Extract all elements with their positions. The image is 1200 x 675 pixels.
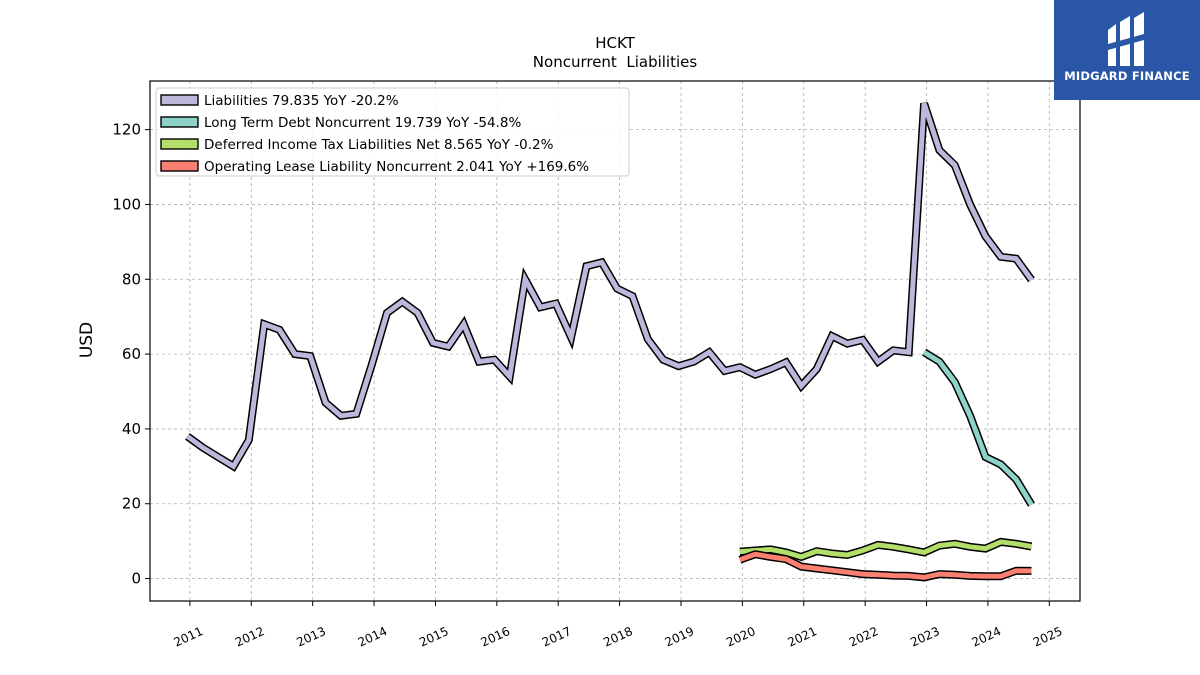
legend-label-2: Deferred Income Tax Liabilities Net 8.56…	[204, 137, 554, 153]
y-tick-label: 80	[122, 270, 141, 288]
legend-label-3: Operating Lease Liability Noncurrent 2.0…	[204, 159, 589, 175]
x-tick-label: 2016	[478, 624, 512, 650]
series-line-0	[185, 102, 1034, 470]
brand-name: MIDGARD FINANCE	[1064, 69, 1190, 83]
chart-title: HCKT	[595, 34, 635, 52]
x-tick-label: 2019	[663, 624, 697, 650]
x-tick-label: 2024	[970, 624, 1004, 650]
y-tick-label: 40	[122, 420, 141, 438]
series-layer	[185, 102, 1035, 582]
series-line-2	[739, 539, 1032, 560]
x-tick-label: 2022	[847, 624, 881, 650]
legend-box	[155, 87, 630, 177]
x-tick-label: 2025	[1031, 624, 1065, 650]
x-tick-label: 2018	[601, 624, 635, 650]
x-tick-label: 2012	[233, 624, 267, 650]
legend-swatch-3	[160, 160, 199, 172]
legend-swatch-1	[160, 116, 199, 128]
legend-label-1: Long Term Debt Noncurrent 19.739 YoY -54…	[204, 115, 521, 131]
legend-swatch-0	[160, 94, 199, 106]
y-tick-label: 0	[131, 570, 141, 588]
x-tick-label: 2014	[356, 624, 390, 650]
x-tick-label: 2013	[294, 624, 328, 650]
series-line-3	[739, 551, 1032, 580]
plot-frame	[149, 80, 1081, 602]
x-tick-label: 2023	[908, 624, 942, 650]
legend-label-0: Liabilities 79.835 YoY -20.2%	[204, 93, 399, 109]
midgard-finance-logo-mark-icon	[1108, 12, 1144, 66]
x-tick-label: 2020	[724, 624, 758, 650]
y-tick-label: 100	[112, 195, 141, 213]
x-tick-label: 2011	[172, 624, 206, 650]
x-tick-label: 2015	[417, 624, 451, 650]
chart-subtitle: Noncurrent Liabilities	[533, 53, 698, 71]
x-tick-label: 2017	[540, 624, 574, 650]
series-line-1	[922, 350, 1034, 506]
y-tick-label: 60	[122, 345, 141, 363]
legend-swatch-2	[160, 138, 199, 150]
y-tick-label: 120	[112, 121, 141, 139]
legend: Liabilities 79.835 YoY -20.2% Long Term D…	[155, 87, 630, 177]
y-axis-label: USD	[77, 322, 97, 358]
y-tick-label: 20	[122, 495, 141, 513]
midgard-finance-logo: MIDGARD FINANCE	[1054, 0, 1200, 100]
x-tick-label: 2021	[785, 624, 819, 650]
